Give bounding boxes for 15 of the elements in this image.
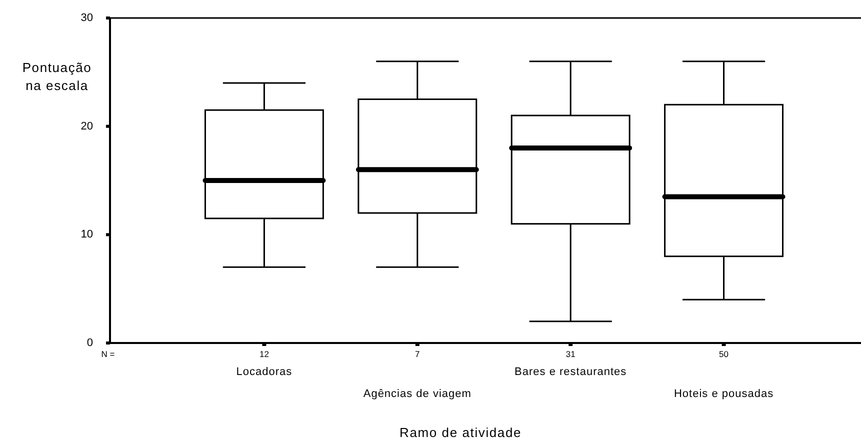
y-tick-label: 10 xyxy=(80,228,93,241)
y-tick-label: 0 xyxy=(86,337,93,349)
x-tick-label: Agências de viagem xyxy=(363,388,472,400)
y-tick-label: 30 xyxy=(80,12,93,24)
x-axis-title: Ramo de atividade xyxy=(400,425,522,440)
text: 31 xyxy=(566,349,576,359)
text: 7 xyxy=(415,349,420,359)
x-tick-label: Bares e restaurantes xyxy=(514,366,627,378)
text: 50 xyxy=(719,349,729,359)
x-tick-label: Hoteis e pousadas xyxy=(674,388,774,400)
text: 12 xyxy=(259,349,270,359)
text: N = xyxy=(101,349,115,359)
x-tick-label: Locadoras xyxy=(236,366,292,378)
y-tick-label: 20 xyxy=(80,120,93,132)
y-axis-title: Pontuação na escala xyxy=(22,60,92,93)
